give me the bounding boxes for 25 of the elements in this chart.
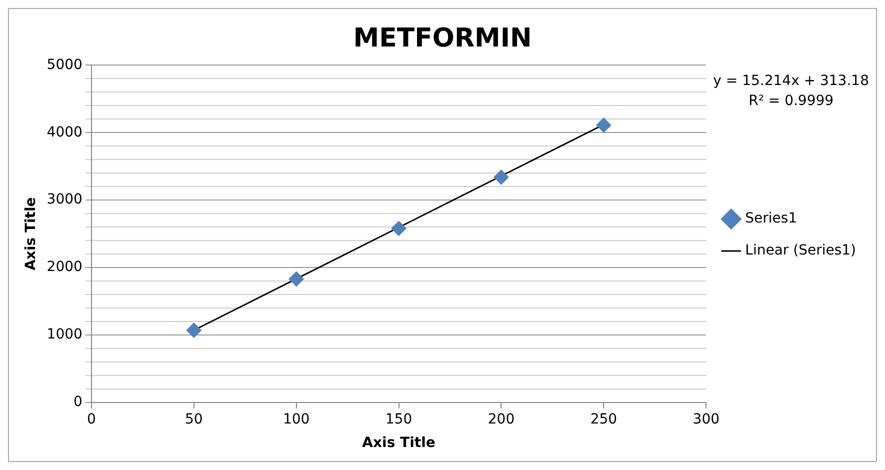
point: [391, 220, 406, 236]
y-tick-label: 2000: [46, 259, 82, 276]
x-tick-label: 100: [282, 411, 310, 428]
y-axis-title: Axis Title: [23, 197, 40, 270]
y-tick-label: 3000: [46, 192, 82, 208]
text: R² = 0.9999: [748, 93, 834, 110]
point: [186, 322, 202, 338]
x-tick-label: 250: [590, 411, 618, 428]
x-tick-label: 150: [385, 411, 412, 428]
point: [494, 170, 509, 185]
text: y = 15.214x + 313.18: [713, 73, 869, 90]
y-tick-label: 5000: [46, 56, 82, 73]
point: [288, 271, 304, 286]
chart-title: METFORMIN: [353, 23, 532, 54]
x-tick-label: 0: [86, 411, 96, 428]
x-tick-label: 300: [692, 411, 720, 428]
y-tick-label: 0: [74, 394, 82, 410]
y-tick-label: 4000: [46, 124, 82, 140]
legend-label: Series1: [745, 210, 798, 227]
legend-label: Linear (Series1): [745, 242, 856, 259]
x-tick-label: 200: [488, 411, 515, 428]
y-tick-label: 1000: [46, 326, 82, 343]
x-axis-title: Axis Title: [362, 435, 436, 452]
x-tick-label: 50: [184, 411, 203, 428]
point: [596, 118, 612, 133]
